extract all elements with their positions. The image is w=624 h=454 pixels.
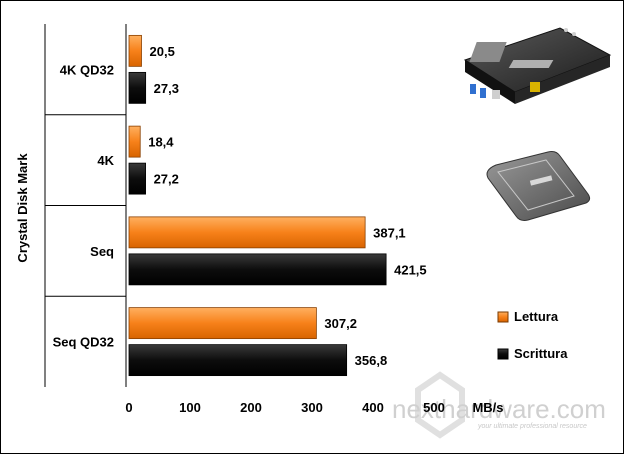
motherboard-photo	[463, 27, 612, 104]
category-separators	[45, 114, 126, 297]
x-tick-label: 500	[423, 400, 445, 415]
watermark-text: nexthardware.com	[392, 394, 606, 424]
watermark-tagline: your ultimate professional resource	[477, 423, 587, 430]
value-label-scrittura-seq-qd32: 356,8	[355, 353, 388, 368]
value-label-lettura-4k: 18,4	[148, 135, 174, 150]
category-label-seq-qd32: Seq QD32	[53, 335, 114, 350]
bars	[128, 34, 387, 377]
value-label-scrittura-4k-qd32: 27,3	[154, 81, 179, 96]
category-label-4k: 4K	[97, 153, 114, 168]
bar-lettura-4k	[128, 125, 141, 158]
bar-scrittura-seq	[128, 253, 387, 286]
value-label-lettura-seq-qd32: 307,2	[324, 316, 357, 331]
bar-lettura-seq-qd32	[128, 307, 317, 340]
x-tick-label: 100	[179, 400, 201, 415]
legend-label-lettura: Lettura	[514, 309, 559, 324]
bar-scrittura-seq-qd32	[128, 344, 348, 377]
x-tick-label: 400	[362, 400, 384, 415]
bar-lettura-4k-qd32	[128, 34, 142, 67]
x-tick-label: 0	[125, 400, 132, 415]
legend-label-scrittura: Scrittura	[514, 346, 568, 361]
watermark: nexthardware.com your ultimate professio…	[392, 371, 606, 439]
value-label-scrittura-seq: 421,5	[394, 262, 427, 277]
value-label-lettura-4k-qd32: 20,5	[150, 44, 175, 59]
category-labels: 4K QD32 4K Seq Seq QD32	[53, 62, 115, 349]
x-tick-label: 200	[240, 400, 262, 415]
x-tick-label: 300	[301, 400, 323, 415]
watermark-logo-icon	[415, 371, 465, 439]
external-ssd-photo	[486, 151, 591, 221]
value-labels: 20,5 27,3 18,4 27,2 387,1 421,5 307,2 356,8	[148, 44, 426, 368]
x-axis-ticks: 0 100 200 300 400 500	[125, 400, 444, 415]
category-label-4k-qd32: 4K QD32	[60, 62, 114, 77]
y-axis-title: Crystal Disk Mark	[15, 153, 30, 263]
bar-scrittura-4k-qd32	[128, 71, 147, 104]
value-label-lettura-seq: 387,1	[373, 225, 406, 240]
legend-swatch-scrittura	[497, 348, 509, 360]
bar-scrittura-4k	[128, 162, 146, 195]
category-label-seq: Seq	[90, 244, 114, 259]
legend: Lettura Scrittura	[497, 309, 568, 361]
legend-item-lettura: Lettura	[497, 309, 559, 324]
legend-swatch-lettura	[497, 311, 509, 323]
value-label-scrittura-4k: 27,2	[154, 172, 179, 187]
bar-lettura-seq	[128, 216, 366, 249]
x-axis-title: MB/s	[472, 400, 503, 415]
legend-item-scrittura: Scrittura	[497, 346, 568, 361]
